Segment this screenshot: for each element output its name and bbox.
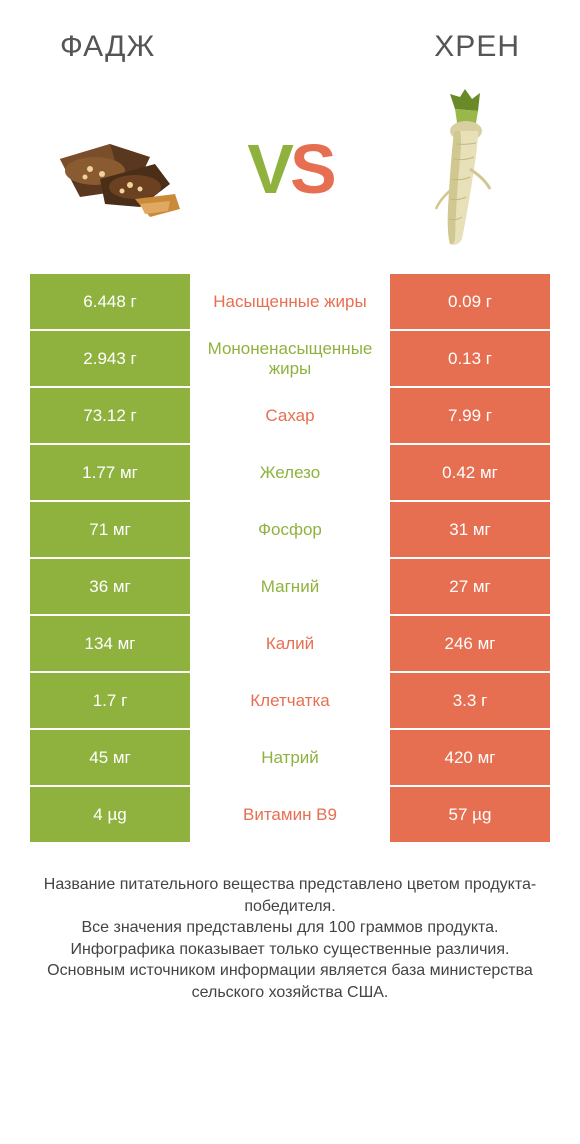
- value-left: 1.7 г: [30, 673, 190, 728]
- table-row: 1.77 мгЖелезо0.42 мг: [30, 445, 550, 500]
- value-left: 6.448 г: [30, 274, 190, 329]
- value-left: 71 мг: [30, 502, 190, 557]
- nutrient-label: Натрий: [190, 730, 390, 785]
- vs-label: VS: [247, 129, 332, 209]
- nutrient-label: Мононенасыщенные жиры: [190, 331, 390, 386]
- table-row: 134 мгКалий246 мг: [30, 616, 550, 671]
- footer-line: Все значения представлены для 100 граммо…: [30, 917, 550, 939]
- value-left: 4 µg: [30, 787, 190, 842]
- value-right: 3.3 г: [390, 673, 550, 728]
- table-row: 1.7 гКлетчатка3.3 г: [30, 673, 550, 728]
- value-right: 27 мг: [390, 559, 550, 614]
- footer-line: Инфографика показывает только существенн…: [30, 939, 550, 961]
- table-row: 2.943 гМононенасыщенные жиры0.13 г: [30, 331, 550, 386]
- vs-s: S: [290, 130, 333, 208]
- horseradish-image: [380, 99, 540, 239]
- value-right: 0.09 г: [390, 274, 550, 329]
- fudge-image: [40, 99, 200, 239]
- value-right: 7.99 г: [390, 388, 550, 443]
- value-left: 1.77 мг: [30, 445, 190, 500]
- footer-text: Название питательного вещества представл…: [0, 844, 580, 1004]
- value-left: 45 мг: [30, 730, 190, 785]
- nutrient-label: Магний: [190, 559, 390, 614]
- table-row: 6.448 гНасыщенные жиры0.09 г: [30, 274, 550, 329]
- nutrient-label: Железо: [190, 445, 390, 500]
- table-row: 4 µgВитамин B957 µg: [30, 787, 550, 842]
- value-left: 36 мг: [30, 559, 190, 614]
- value-right: 246 мг: [390, 616, 550, 671]
- title-left: ФАДЖ: [60, 30, 155, 64]
- nutrient-label: Сахар: [190, 388, 390, 443]
- value-right: 31 мг: [390, 502, 550, 557]
- header-row: ФАДЖ ХРЕН: [0, 0, 580, 74]
- nutrient-label: Клетчатка: [190, 673, 390, 728]
- footer-line: Основным источником информации является …: [30, 960, 550, 1003]
- table-row: 45 мгНатрий420 мг: [30, 730, 550, 785]
- nutrient-label: Витамин B9: [190, 787, 390, 842]
- table-row: 73.12 гСахар7.99 г: [30, 388, 550, 443]
- title-right: ХРЕН: [434, 30, 520, 64]
- nutrient-label: Фосфор: [190, 502, 390, 557]
- value-right: 420 мг: [390, 730, 550, 785]
- footer-line: Название питательного вещества представл…: [30, 874, 550, 917]
- vs-v: V: [247, 130, 290, 208]
- nutrient-label: Насыщенные жиры: [190, 274, 390, 329]
- value-left: 134 мг: [30, 616, 190, 671]
- value-right: 0.42 мг: [390, 445, 550, 500]
- table-row: 71 мгФосфор31 мг: [30, 502, 550, 557]
- nutrient-label: Калий: [190, 616, 390, 671]
- images-row: VS: [0, 74, 580, 274]
- value-right: 0.13 г: [390, 331, 550, 386]
- table-row: 36 мгМагний27 мг: [30, 559, 550, 614]
- comparison-table: 6.448 гНасыщенные жиры0.09 г2.943 гМонон…: [0, 274, 580, 842]
- value-right: 57 µg: [390, 787, 550, 842]
- value-left: 73.12 г: [30, 388, 190, 443]
- value-left: 2.943 г: [30, 331, 190, 386]
